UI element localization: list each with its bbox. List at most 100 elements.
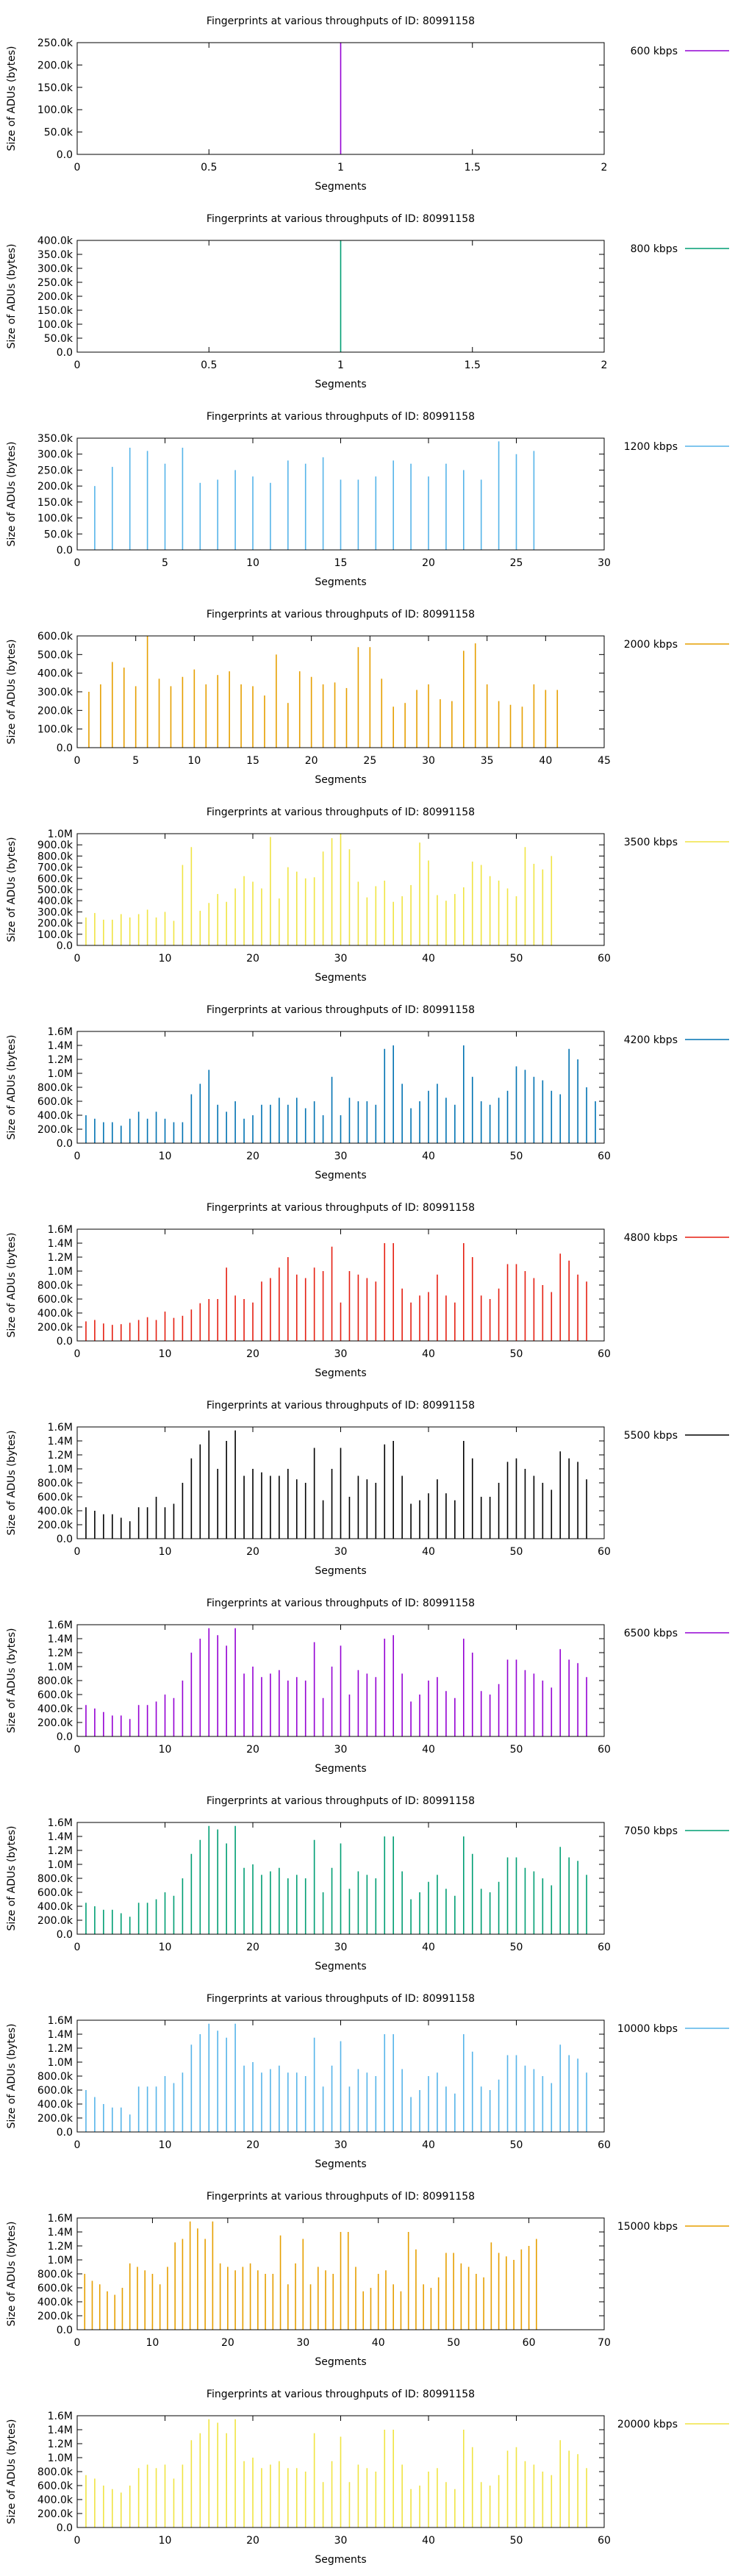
y-tick-label: 200.0k <box>37 2311 74 2322</box>
x-tick-label: 25 <box>363 755 376 767</box>
x-tick-label: 60 <box>598 1348 611 1360</box>
x-tick-label: 30 <box>598 557 611 569</box>
plot-frame <box>76 2217 605 2330</box>
plot-frame <box>76 1031 605 1144</box>
legend-label: 3500 kbps <box>624 837 678 848</box>
y-tick-label: 600.0k <box>37 1492 74 1503</box>
y-tick-label: 1.6M <box>48 1026 73 1038</box>
chart-title: Fingerprints at various throughputs of I… <box>207 2389 475 2400</box>
y-tick-label: 50.0k <box>44 529 74 540</box>
x-axis-label: Segments <box>315 1367 366 1379</box>
y-axis-label: Size of ADUs (bytes) <box>6 46 18 151</box>
x-tick-label: 30 <box>334 1546 348 1558</box>
y-tick-label: 1.0M <box>48 1464 73 1475</box>
x-tick-label: 0 <box>74 953 81 965</box>
y-tick-label: 200.0k <box>37 705 74 717</box>
y-tick-label: 150.0k <box>37 82 74 94</box>
x-tick-label: 20 <box>422 557 435 569</box>
chart-title: Fingerprints at various throughputs of I… <box>207 1795 475 1807</box>
legend-label: 7050 kbps <box>624 1825 678 1837</box>
y-tick-label: 1.6M <box>48 1817 73 1829</box>
x-axis-label: Segments <box>315 1565 366 1577</box>
y-tick-label: 1.6M <box>48 1620 73 1631</box>
y-tick-label: 1.6M <box>48 1422 73 1434</box>
y-tick-label: 1.0M <box>48 1266 73 1278</box>
chart-panel-3: Fingerprints at various throughputs of I… <box>6 609 729 786</box>
x-tick-label: 40 <box>422 1348 435 1360</box>
y-tick-label: 1.6M <box>48 2411 73 2422</box>
x-tick-label: 2 <box>601 359 608 371</box>
chart-title: Fingerprints at various throughputs of I… <box>207 1598 475 1609</box>
x-tick-label: 20 <box>305 755 318 767</box>
plot-frame <box>76 1624 605 1737</box>
x-axis-label: Segments <box>315 1763 366 1775</box>
x-axis-label: Segments <box>315 2554 366 2566</box>
x-tick-label: 40 <box>422 2535 435 2547</box>
y-tick-label: 200.0k <box>37 1520 74 1531</box>
x-tick-label: 50 <box>510 1348 523 1360</box>
x-tick-label: 35 <box>481 755 494 767</box>
y-tick-label: 0.0 <box>57 149 73 161</box>
y-tick-label: 500.0k <box>37 884 74 896</box>
x-tick-label: 60 <box>523 2337 536 2349</box>
x-tick-label: 10 <box>159 1744 172 1756</box>
chart-panel-4: Fingerprints at various throughputs of I… <box>6 806 729 984</box>
x-tick-label: 50 <box>510 953 523 965</box>
y-tick-label: 600.0k <box>37 1887 74 1899</box>
y-tick-label: 1.2M <box>48 1252 73 1264</box>
x-tick-label: 60 <box>598 1546 611 1558</box>
y-axis-label: Size of ADUs (bytes) <box>6 640 18 745</box>
y-tick-label: 1.4M <box>48 1238 73 1250</box>
x-tick-label: 60 <box>598 1744 611 1756</box>
x-tick-label: 40 <box>422 2139 435 2151</box>
y-axis-label: Size of ADUs (bytes) <box>6 1628 18 1734</box>
x-tick-label: 50 <box>510 1744 523 1756</box>
x-tick-label: 60 <box>598 1151 611 1162</box>
y-tick-label: 0.0 <box>57 2522 73 2534</box>
chart-title: Fingerprints at various throughputs of I… <box>207 1400 475 1412</box>
plot-frame <box>76 2415 605 2528</box>
y-tick-label: 300.0k <box>37 449 74 461</box>
x-tick-label: 30 <box>334 2139 348 2151</box>
plot-frame <box>76 42 605 155</box>
x-tick-label: 0 <box>74 2337 81 2349</box>
x-tick-label: 0 <box>74 1348 81 1360</box>
y-tick-label: 300.0k <box>37 687 74 698</box>
x-tick-label: 50 <box>510 2535 523 2547</box>
x-tick-label: 10 <box>246 557 259 569</box>
y-tick-label: 0.0 <box>57 1929 73 1941</box>
y-tick-label: 0.0 <box>57 1731 73 1743</box>
y-tick-label: 0.0 <box>57 940 73 952</box>
x-tick-label: 1 <box>337 162 344 173</box>
y-tick-label: 1.2M <box>48 2043 73 2055</box>
y-tick-label: 800.0k <box>37 851 74 862</box>
plot-frame <box>76 1426 605 1539</box>
y-tick-label: 150.0k <box>37 305 74 317</box>
y-tick-label: 600.0k <box>37 1096 74 1108</box>
x-tick-label: 50 <box>510 2139 523 2151</box>
x-tick-label: 50 <box>447 2337 460 2349</box>
y-tick-label: 1.0M <box>48 1859 73 1871</box>
chart-panel-11: Fingerprints at various throughputs of I… <box>6 2191 729 2368</box>
x-tick-label: 30 <box>334 1151 348 1162</box>
x-tick-label: 0 <box>74 557 81 569</box>
y-tick-label: 1.4M <box>48 1831 73 1843</box>
x-tick-label: 40 <box>422 1942 435 1953</box>
x-tick-label: 40 <box>422 1546 435 1558</box>
y-tick-label: 0.0 <box>57 2127 73 2139</box>
chart-panel-0: Fingerprints at various throughputs of I… <box>6 15 729 193</box>
y-tick-label: 200.0k <box>37 2508 74 2520</box>
y-tick-label: 300.0k <box>37 906 74 918</box>
y-tick-label: 250.0k <box>37 277 74 289</box>
y-tick-label: 200.0k <box>37 2113 74 2125</box>
x-tick-label: 10 <box>159 1151 172 1162</box>
y-tick-label: 200.0k <box>37 1124 74 1136</box>
y-tick-label: 0.0 <box>57 1336 73 1348</box>
x-tick-label: 1 <box>337 359 344 371</box>
x-tick-label: 25 <box>510 557 523 569</box>
x-tick-label: 15 <box>246 755 259 767</box>
chart-title: Fingerprints at various throughputs of I… <box>207 213 475 225</box>
y-tick-label: 400.0k <box>37 1901 74 1913</box>
y-tick-label: 1.0M <box>48 1068 73 1080</box>
